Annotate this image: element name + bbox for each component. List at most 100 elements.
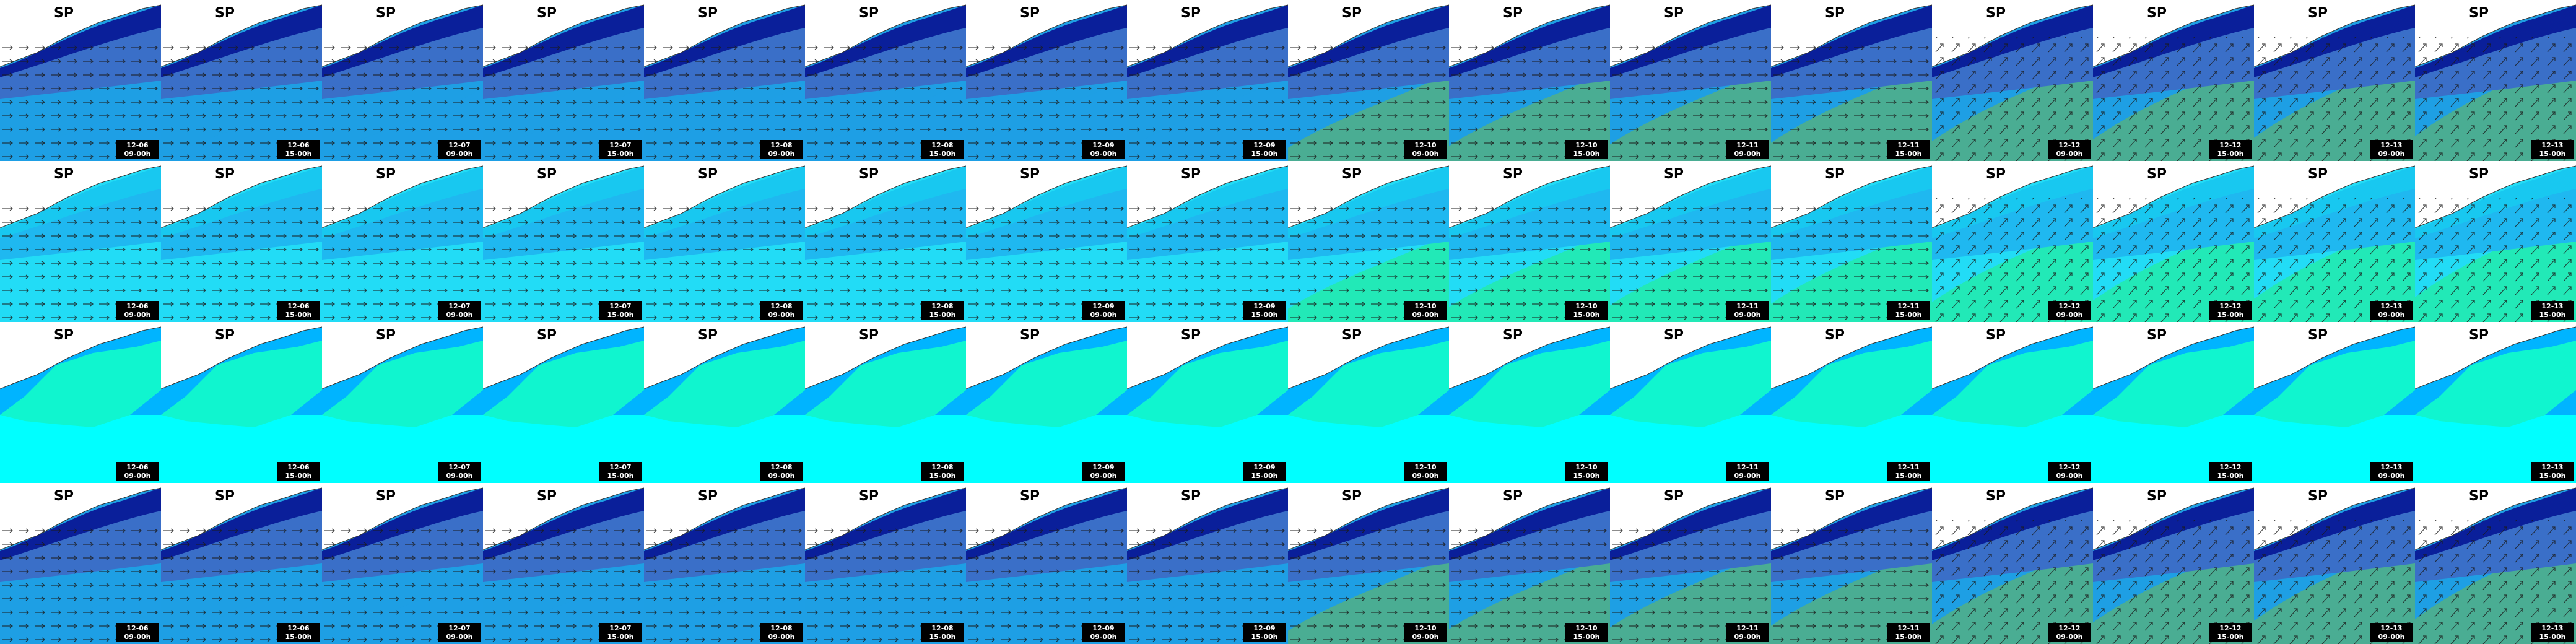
- tile-date: 12-09: [1092, 463, 1114, 471]
- tile-title: SP: [376, 328, 396, 343]
- tile-title: SP: [2469, 328, 2489, 343]
- label-box: [1243, 301, 1286, 320]
- label-box: [438, 462, 481, 481]
- coastline: [2093, 326, 2254, 389]
- tile-time: 15-00h: [2539, 633, 2565, 641]
- tile-time: 09-00h: [1412, 633, 1438, 641]
- tile-time: 09-00h: [124, 311, 150, 319]
- tile-time: 09-00h: [1090, 472, 1116, 480]
- tile-date: 12-13: [2541, 463, 2563, 471]
- sea-zone: [2415, 341, 2576, 427]
- land: [1610, 322, 1771, 389]
- tile-date: 12-11: [1736, 141, 1758, 149]
- tile-date: 12-10: [1575, 141, 1598, 149]
- coastline: [1288, 326, 1449, 389]
- tile-date: 12-12: [2219, 302, 2241, 310]
- land: [966, 322, 1127, 389]
- tile-date: 12-11: [1897, 302, 1919, 310]
- tile-time: 15-00h: [1251, 150, 1277, 158]
- label-box: [599, 140, 642, 159]
- tile-date: 12-07: [448, 302, 470, 310]
- label-box: [1726, 140, 1769, 159]
- label-box: [1404, 140, 1447, 159]
- tile-time: 15-00h: [2217, 311, 2243, 319]
- tile-time: 09-00h: [768, 633, 794, 641]
- tile-date: 12-08: [931, 624, 953, 632]
- tile-date: 12-13: [2380, 624, 2402, 632]
- land: [644, 322, 805, 389]
- tile-title: SP: [2469, 6, 2489, 21]
- tile-date: 12-08: [931, 141, 953, 149]
- tile-date: 12-09: [1253, 624, 1275, 632]
- tile-date: 12-06: [126, 302, 149, 310]
- label-box: [2048, 462, 2091, 481]
- tile-time: 15-00h: [2217, 150, 2243, 158]
- label-box: [2209, 140, 2252, 159]
- tile-title: SP: [2147, 167, 2167, 182]
- label-box: [2370, 623, 2413, 642]
- sea-zone: [805, 341, 966, 427]
- tile-date: 12-07: [609, 302, 631, 310]
- tile-date: 12-09: [1253, 463, 1275, 471]
- coastline: [322, 326, 483, 389]
- tile-date: 12-13: [2541, 624, 2563, 632]
- tile-title: SP: [54, 328, 74, 343]
- land: [322, 322, 483, 389]
- tile-date: 12-11: [1897, 463, 1919, 471]
- tile-title: SP: [1342, 167, 1362, 182]
- tile-time: 15-00h: [607, 311, 633, 319]
- tile-time: 15-00h: [1573, 633, 1599, 641]
- tile-time: 15-00h: [607, 150, 633, 158]
- label-box: [2531, 623, 2574, 642]
- tile-title: SP: [2308, 328, 2328, 343]
- tile-date: 12-07: [609, 624, 631, 632]
- land: [805, 322, 966, 389]
- sea-zone: [161, 341, 322, 427]
- tile-date: 12-12: [2219, 463, 2241, 471]
- label-box: [1082, 301, 1125, 320]
- sea-zone: [644, 341, 805, 427]
- label-box: [1887, 462, 1930, 481]
- coastline: [1771, 326, 1932, 389]
- tile-title: SP: [1181, 6, 1201, 21]
- tile-date: 12-06: [287, 141, 310, 149]
- label-box: [2531, 301, 2574, 320]
- tile-title: SP: [537, 328, 557, 343]
- tile-time: 09-00h: [1734, 150, 1760, 158]
- tile-date: 12-08: [770, 463, 792, 471]
- label-box: [1082, 140, 1125, 159]
- tile-row: SP 12-06 09-00h SP 12-06 15-00h SP 12-07 09-00h S…: [0, 322, 2576, 483]
- tile-title: SP: [698, 6, 718, 21]
- sea-zone: [2093, 341, 2254, 427]
- tile-date: 12-08: [770, 302, 792, 310]
- tile-title: SP: [1181, 489, 1201, 504]
- tile-date: 12-11: [1897, 624, 1919, 632]
- label-box: [116, 623, 159, 642]
- tile-date: 12-11: [1897, 141, 1919, 149]
- label-box: [1887, 301, 1930, 320]
- tile-title: SP: [698, 328, 718, 343]
- tile-time: 09-00h: [1412, 311, 1438, 319]
- sea-zone: [966, 341, 1127, 427]
- coastline: [1610, 326, 1771, 389]
- tile-time: 15-00h: [2539, 311, 2565, 319]
- tile-title: SP: [1664, 489, 1684, 504]
- tile-date: 12-08: [931, 463, 953, 471]
- label-box: [599, 301, 642, 320]
- land: [1127, 322, 1288, 389]
